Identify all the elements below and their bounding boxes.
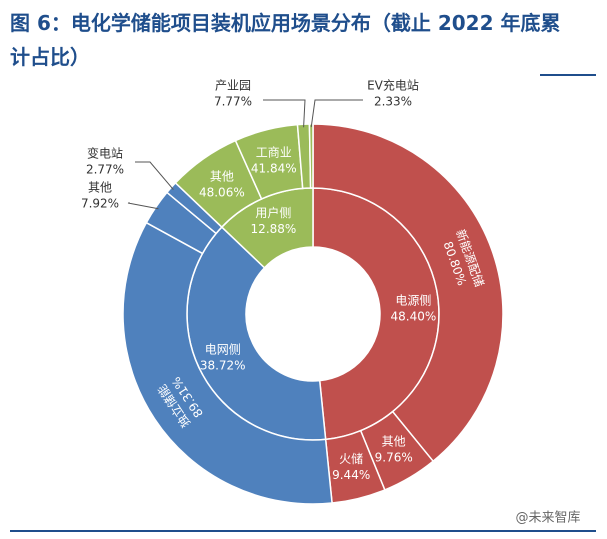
- inner-value-label: 38.72%: [200, 359, 246, 373]
- outer-value-label: 7.77%: [214, 95, 252, 109]
- outer-label: 变电站: [87, 146, 123, 161]
- outer-value-label: 41.84%: [251, 161, 297, 175]
- outer-segment: [312, 123, 504, 463]
- outer-value-label: 9.76%: [375, 450, 413, 464]
- chart-title: 图 6：电化学储能项目装机应用场景分布（截止 2022 年底累计占比）: [10, 11, 561, 69]
- outer-label: 其他: [210, 169, 234, 183]
- outer-segment: [122, 221, 333, 505]
- leader-line: [127, 202, 159, 210]
- outer-value-label: 7.92%: [81, 197, 119, 211]
- outer-label: 工商业: [256, 144, 292, 159]
- outer-label: EV充电站: [367, 78, 419, 93]
- inner-label: 电源侧: [395, 293, 431, 307]
- inner-value-label: 48.40%: [390, 309, 436, 323]
- leader-line: [310, 99, 363, 128]
- outer-value-label: 2.33%: [374, 95, 412, 109]
- outer-label: 产业园: [215, 79, 251, 93]
- outer-value-label: 2.77%: [86, 163, 124, 177]
- inner-value-label: 12.88%: [251, 222, 297, 236]
- outer-value-label: 9.44%: [332, 468, 370, 482]
- inner-label: 电网侧: [205, 343, 241, 357]
- leader-line: [263, 99, 306, 128]
- leader-line: [135, 161, 174, 190]
- outer-value-label: 48.06%: [199, 185, 245, 199]
- watermark: @未来智库: [515, 510, 580, 526]
- outer-label: 火储: [339, 451, 363, 466]
- outer-label: 其他: [382, 434, 406, 448]
- inner-label: 用户侧: [255, 205, 291, 220]
- outer-segment: [308, 123, 314, 189]
- outer-label: 其他: [88, 181, 112, 195]
